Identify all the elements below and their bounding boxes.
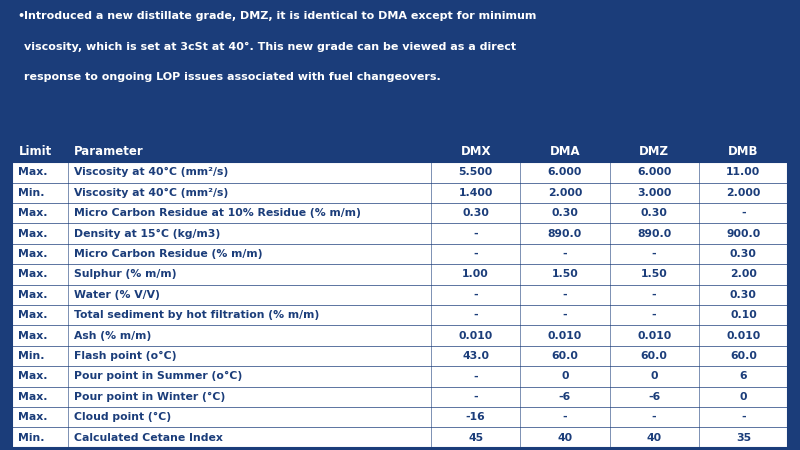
Text: response to ongoing LOP issues associated with fuel changeovers.: response to ongoing LOP issues associate… bbox=[24, 72, 441, 82]
Text: Calculated Cetane Index: Calculated Cetane Index bbox=[74, 432, 223, 442]
Text: -: - bbox=[652, 310, 657, 320]
Text: DMA: DMA bbox=[550, 145, 580, 158]
Text: 60.0: 60.0 bbox=[730, 351, 757, 361]
Text: DMZ: DMZ bbox=[639, 145, 669, 158]
Text: Max.: Max. bbox=[18, 310, 48, 320]
Text: 900.0: 900.0 bbox=[726, 229, 761, 238]
Text: Source: ISO 8217 Distillate Fuel Specification, published by IMO.: Source: ISO 8217 Distillate Fuel Specifi… bbox=[24, 340, 359, 350]
Text: 40: 40 bbox=[558, 432, 573, 442]
Text: Micro Carbon Residue at 10% Residue (% m/m): Micro Carbon Residue at 10% Residue (% m… bbox=[74, 208, 361, 218]
Text: Pour point in Winter (°C): Pour point in Winter (°C) bbox=[74, 392, 226, 402]
Text: Viscosity at 40°C (mm²/s): Viscosity at 40°C (mm²/s) bbox=[74, 188, 229, 198]
Text: 0: 0 bbox=[740, 392, 747, 402]
Text: Max.: Max. bbox=[18, 392, 48, 402]
Text: Pour point in Summer (o°C): Pour point in Summer (o°C) bbox=[74, 371, 242, 382]
Text: 60.0: 60.0 bbox=[641, 351, 667, 361]
Text: -: - bbox=[474, 371, 478, 381]
Text: Max.: Max. bbox=[18, 167, 48, 177]
Text: 890.0: 890.0 bbox=[548, 229, 582, 238]
Text: Water (% V/V): Water (% V/V) bbox=[74, 290, 160, 300]
Text: 1.00: 1.00 bbox=[462, 270, 489, 279]
Text: 6.000: 6.000 bbox=[548, 167, 582, 177]
Text: 2.000: 2.000 bbox=[726, 188, 761, 198]
Text: DMB: DMB bbox=[728, 145, 758, 158]
Text: -: - bbox=[562, 249, 567, 259]
Text: Cloud point (°C): Cloud point (°C) bbox=[74, 412, 171, 422]
Text: Max.: Max. bbox=[18, 208, 48, 218]
Text: 11.00: 11.00 bbox=[726, 167, 761, 177]
Text: Min.: Min. bbox=[18, 351, 45, 361]
Text: Sulphur (% m/m): Sulphur (% m/m) bbox=[74, 270, 177, 279]
Text: -: - bbox=[562, 310, 567, 320]
Text: 0.10: 0.10 bbox=[730, 310, 757, 320]
Bar bbox=[12, 142, 788, 448]
Text: Max.: Max. bbox=[18, 249, 48, 259]
Text: Density at 15°C (kg/m3): Density at 15°C (kg/m3) bbox=[74, 229, 221, 238]
Text: Min.: Min. bbox=[18, 432, 45, 442]
Text: 1.50: 1.50 bbox=[551, 270, 578, 279]
Text: 0.30: 0.30 bbox=[730, 249, 757, 259]
Bar bbox=[12, 142, 788, 448]
Text: Max.: Max. bbox=[18, 371, 48, 381]
Text: 45: 45 bbox=[468, 432, 483, 442]
Text: Max.: Max. bbox=[18, 331, 48, 341]
Text: Total sediment by hot filtration (% m/m): Total sediment by hot filtration (% m/m) bbox=[74, 310, 319, 320]
Text: -: - bbox=[652, 412, 657, 422]
Text: 0.30: 0.30 bbox=[551, 208, 578, 218]
Text: 2.00: 2.00 bbox=[730, 270, 757, 279]
Text: viscosity, which is set at 3cSt at 40°. This new grade can be viewed as a direct: viscosity, which is set at 3cSt at 40°. … bbox=[24, 42, 516, 52]
Text: •: • bbox=[18, 11, 25, 21]
Text: 1.50: 1.50 bbox=[641, 270, 667, 279]
Text: -: - bbox=[562, 412, 567, 422]
Text: Max.: Max. bbox=[18, 229, 48, 238]
Text: 0.30: 0.30 bbox=[730, 290, 757, 300]
Text: Ash (% m/m): Ash (% m/m) bbox=[74, 331, 151, 341]
Text: 6: 6 bbox=[739, 371, 747, 381]
Text: 6.000: 6.000 bbox=[637, 167, 671, 177]
Text: 1.400: 1.400 bbox=[458, 188, 493, 198]
Text: 0.010: 0.010 bbox=[726, 331, 761, 341]
Text: -: - bbox=[741, 412, 746, 422]
Text: Viscosity at 40°C (mm²/s): Viscosity at 40°C (mm²/s) bbox=[74, 167, 229, 177]
Text: -: - bbox=[474, 229, 478, 238]
Text: Micro Carbon Residue (% m/m): Micro Carbon Residue (% m/m) bbox=[74, 249, 262, 259]
Text: Parameter: Parameter bbox=[74, 145, 144, 158]
Text: -: - bbox=[652, 290, 657, 300]
Text: 5.500: 5.500 bbox=[458, 167, 493, 177]
Text: Introduced a new distillate grade, DMZ, it is identical to DMA except for minimu: Introduced a new distillate grade, DMZ, … bbox=[24, 11, 536, 21]
Text: DMX: DMX bbox=[461, 145, 491, 158]
Text: -: - bbox=[741, 208, 746, 218]
Text: 2.000: 2.000 bbox=[548, 188, 582, 198]
Text: -6: -6 bbox=[558, 392, 571, 402]
Text: 3.000: 3.000 bbox=[637, 188, 671, 198]
Bar bbox=[12, 142, 788, 162]
Text: Min.: Min. bbox=[18, 188, 45, 198]
Text: -: - bbox=[474, 392, 478, 402]
Text: Max.: Max. bbox=[18, 412, 48, 422]
Text: 0.010: 0.010 bbox=[458, 331, 493, 341]
Text: -: - bbox=[474, 249, 478, 259]
Text: 0.010: 0.010 bbox=[548, 331, 582, 341]
Text: Limit: Limit bbox=[18, 145, 52, 158]
Text: -: - bbox=[562, 290, 567, 300]
Text: 0.010: 0.010 bbox=[637, 331, 671, 341]
Text: -: - bbox=[474, 290, 478, 300]
Text: 0: 0 bbox=[561, 371, 569, 381]
Text: 0.30: 0.30 bbox=[641, 208, 667, 218]
Text: 40: 40 bbox=[646, 432, 662, 442]
Text: Max.: Max. bbox=[18, 270, 48, 279]
Text: 890.0: 890.0 bbox=[637, 229, 671, 238]
Text: Max.: Max. bbox=[18, 290, 48, 300]
Text: 0.30: 0.30 bbox=[462, 208, 489, 218]
Text: 35: 35 bbox=[736, 432, 751, 442]
Text: 0: 0 bbox=[650, 371, 658, 381]
Text: -: - bbox=[474, 310, 478, 320]
Text: 43.0: 43.0 bbox=[462, 351, 489, 361]
Text: -6: -6 bbox=[648, 392, 660, 402]
Text: -16: -16 bbox=[466, 412, 486, 422]
Text: Flash point (o°C): Flash point (o°C) bbox=[74, 351, 177, 361]
Text: -: - bbox=[652, 249, 657, 259]
Text: 60.0: 60.0 bbox=[551, 351, 578, 361]
